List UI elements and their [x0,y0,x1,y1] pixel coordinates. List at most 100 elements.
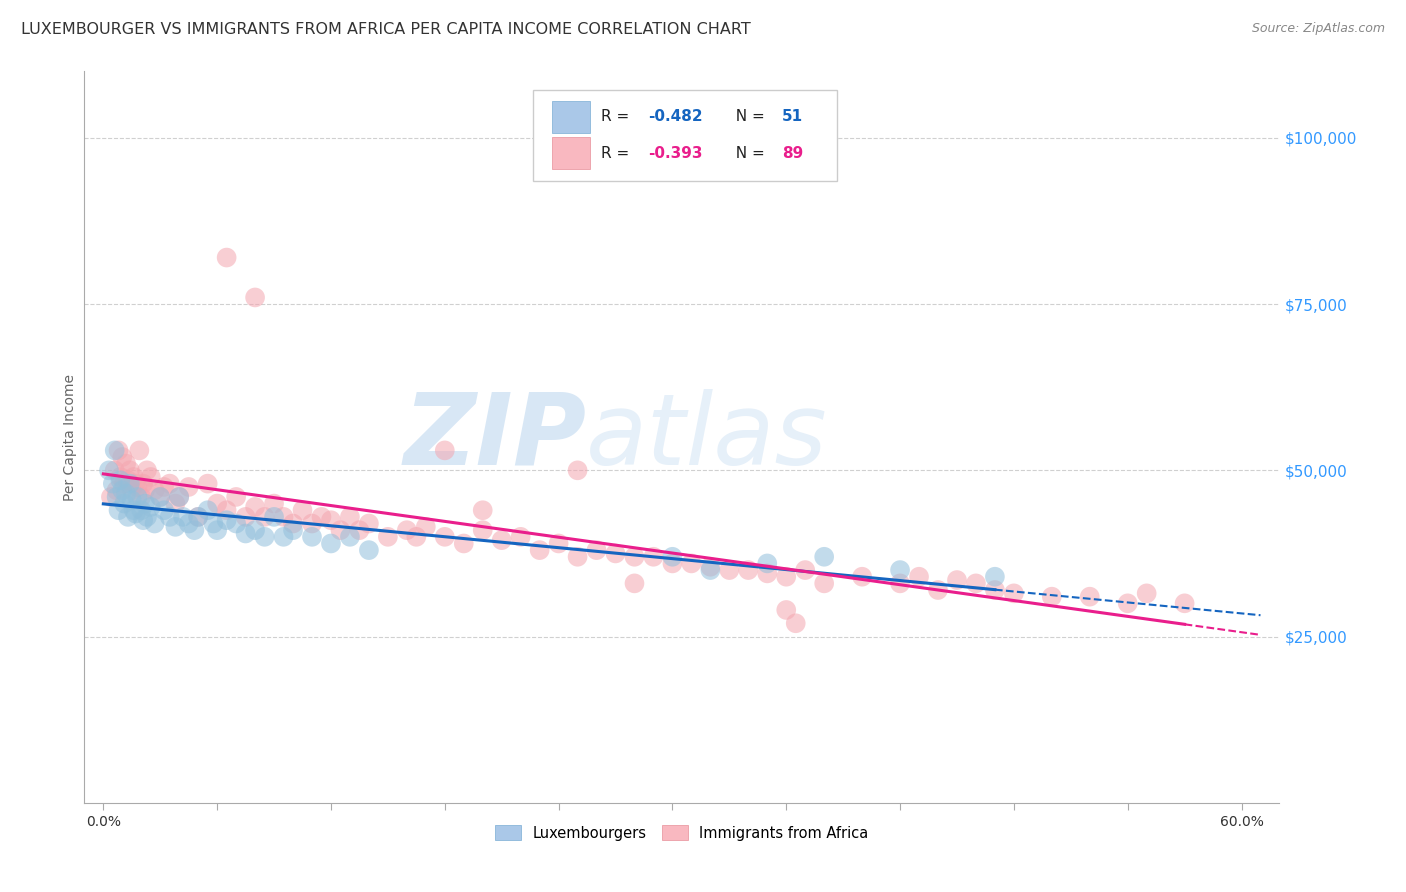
Point [984,570,1007,584]
Point [263,509,285,524]
Point [1174,596,1197,610]
Point [197,476,219,491]
Point [927,582,949,597]
Point [177,516,200,531]
Point [263,497,285,511]
Point [112,476,135,491]
Point [311,509,333,524]
Point [623,576,645,591]
Point [105,490,128,504]
Point [813,549,835,564]
Point [281,523,304,537]
Point [215,503,238,517]
Point [273,509,295,524]
Point [153,503,176,517]
Point [118,476,141,491]
Point [623,549,645,564]
Point [215,251,238,265]
Y-axis label: Per Capita Income: Per Capita Income [63,374,77,500]
Point [253,509,276,524]
Point [889,563,911,577]
Point [775,603,797,617]
Point [471,523,494,537]
Point [433,443,456,458]
Point [794,563,817,577]
Point [718,563,741,577]
Point [187,509,209,524]
Point [301,516,323,531]
Point [134,483,156,498]
Point [329,523,352,537]
Point [643,549,665,564]
Point [197,503,219,517]
Point [235,509,257,524]
FancyBboxPatch shape [551,101,591,133]
Point [132,513,155,527]
Point [149,490,172,504]
Point [281,516,304,531]
Point [101,476,124,491]
Point [118,463,141,477]
Point [110,473,132,487]
Point [104,443,127,458]
Point [243,523,266,537]
Point [128,443,150,458]
Point [153,480,176,494]
Point [567,549,589,564]
Point [165,520,187,534]
Point [104,463,127,477]
Point [132,476,155,491]
Text: N =: N = [725,145,769,161]
Legend: Luxembourgers, Immigrants from Africa: Luxembourgers, Immigrants from Africa [489,820,875,847]
Point [756,566,779,581]
FancyBboxPatch shape [533,90,838,181]
Text: LUXEMBOURGER VS IMMIGRANTS FROM AFRICA PER CAPITA INCOME CORRELATION CHART: LUXEMBOURGER VS IMMIGRANTS FROM AFRICA P… [21,22,751,37]
Point [115,457,138,471]
Point [159,476,181,491]
Point [159,509,181,524]
Text: 89: 89 [782,145,804,161]
Point [395,523,418,537]
Point [121,493,143,508]
Text: N =: N = [725,109,769,124]
Text: 51: 51 [782,109,803,124]
Point [984,582,1007,597]
Point [699,563,721,577]
Point [143,516,166,531]
Point [291,503,314,517]
Point [136,463,159,477]
Point [134,497,156,511]
Point [136,509,159,524]
Point [567,463,589,477]
Point [529,543,551,558]
Point [509,530,531,544]
Point [1116,596,1139,610]
Point [253,530,276,544]
Point [301,530,323,544]
Text: atlas: atlas [586,389,828,485]
Point [225,490,247,504]
Point [319,536,342,550]
Point [1040,590,1063,604]
Point [813,576,835,591]
Text: -0.393: -0.393 [648,145,703,161]
Point [107,503,129,517]
Point [1002,586,1025,600]
Point [273,530,295,544]
Point [339,530,361,544]
Point [187,509,209,524]
Point [681,557,703,571]
Point [107,443,129,458]
Point [377,530,399,544]
Point [946,573,969,587]
Point [319,513,342,527]
Point [433,530,456,544]
Point [167,490,190,504]
Point [143,483,166,498]
Point [205,497,228,511]
Point [139,500,162,514]
Point [110,470,132,484]
Point [756,557,779,571]
Point [112,497,135,511]
Point [121,483,143,498]
